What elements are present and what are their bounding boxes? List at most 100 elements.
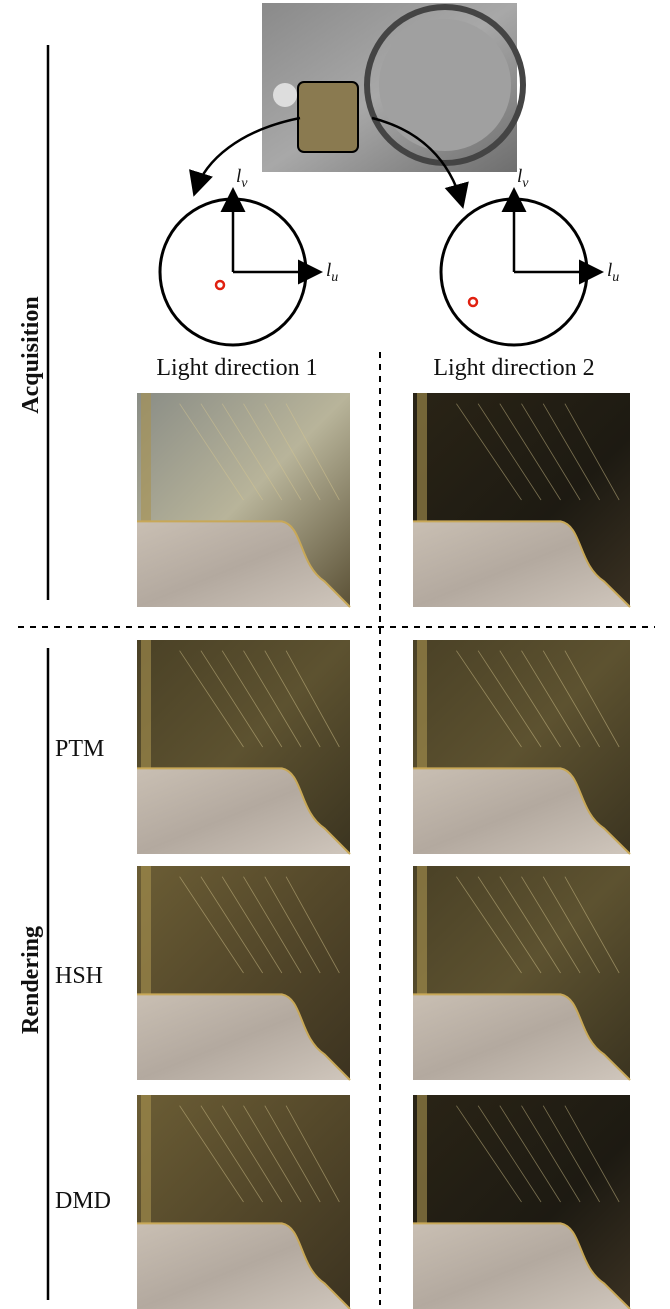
scratch: [564, 403, 620, 501]
scratch: [179, 403, 244, 501]
stone-edge: [413, 993, 631, 1081]
scratch: [542, 650, 600, 748]
scratch: [456, 876, 522, 974]
scratch: [542, 876, 600, 974]
scratch: [499, 650, 561, 748]
scratch: [179, 876, 244, 974]
axis-label: lv: [236, 166, 248, 191]
scratch: [243, 1105, 302, 1203]
edge: [417, 393, 427, 522]
image-panel: [413, 866, 631, 1081]
axis-symbol: l: [236, 166, 241, 187]
image-panel: [413, 1095, 631, 1309]
edge: [141, 393, 151, 522]
stone: [137, 994, 350, 1080]
scratch: [456, 403, 522, 501]
scratch: [456, 650, 522, 748]
scratch: [243, 876, 302, 974]
scratch: [477, 1105, 542, 1203]
scratch: [285, 403, 340, 501]
light-diagram: [158, 187, 323, 347]
scratch: [564, 876, 620, 974]
stone-edge: [137, 1222, 351, 1309]
scratch: [221, 876, 283, 974]
column-label: Light direction 1: [156, 355, 317, 381]
edge: [141, 640, 151, 769]
axis-label: lu: [326, 260, 338, 285]
image-panel: [413, 393, 631, 608]
scratch: [521, 403, 581, 501]
scratch: [285, 650, 340, 748]
stone-edge: [137, 993, 351, 1081]
stone: [137, 1223, 350, 1309]
scratch: [564, 1105, 620, 1203]
scratch: [499, 1105, 561, 1203]
light-diagram: [439, 187, 604, 347]
scratch: [200, 650, 264, 748]
edge: [417, 640, 427, 769]
stone: [413, 994, 630, 1080]
image-panel: [137, 1095, 351, 1309]
edge: [141, 1095, 151, 1224]
axis-label: lv: [517, 166, 529, 191]
image-panel: [137, 640, 351, 855]
edge: [141, 866, 151, 995]
scratch: [200, 876, 264, 974]
row-label: DMD: [55, 1188, 111, 1214]
stone: [137, 768, 350, 854]
scratch: [542, 403, 600, 501]
edge: [417, 866, 427, 995]
axis-symbol: l: [517, 166, 522, 187]
stone-edge: [137, 767, 351, 855]
scratch: [564, 650, 620, 748]
scratch: [285, 1105, 340, 1203]
image-panel: [137, 866, 351, 1081]
scratch: [542, 1105, 600, 1203]
scratch: [243, 403, 302, 501]
scratch: [264, 403, 321, 501]
stone-edge: [413, 1222, 631, 1309]
stone: [413, 521, 630, 607]
scratch: [264, 650, 321, 748]
axis-symbol: l: [326, 260, 331, 281]
scratch: [221, 1105, 283, 1203]
scratch: [499, 403, 561, 501]
section-label: Acquisition: [18, 296, 44, 413]
axis-subscript: u: [612, 270, 619, 285]
axis-subscript: u: [331, 270, 338, 285]
stone: [413, 1223, 630, 1309]
scratch: [521, 1105, 581, 1203]
image-panel: [137, 393, 351, 608]
stone-edge: [413, 767, 631, 855]
scratch: [243, 650, 302, 748]
row-label: PTM: [55, 736, 104, 762]
section-label: Rendering: [18, 926, 44, 1034]
scratch: [264, 876, 321, 974]
axis-label: lu: [607, 260, 619, 285]
scratch: [221, 650, 283, 748]
scratch: [499, 876, 561, 974]
arrow: [371, 116, 469, 209]
scratch: [521, 650, 581, 748]
column-label: Light direction 2: [433, 355, 594, 381]
row-label: HSH: [55, 963, 103, 989]
scratch: [264, 1105, 321, 1203]
scratch: [456, 1105, 522, 1203]
image-panel: [413, 640, 631, 855]
scratch: [221, 403, 283, 501]
axis-symbol: l: [607, 260, 612, 281]
scratch: [285, 876, 340, 974]
scratch: [521, 876, 581, 974]
edge: [417, 1095, 427, 1224]
axis-subscript: v: [241, 176, 248, 191]
arrow: [189, 116, 301, 197]
scratch: [477, 876, 542, 974]
scratch: [200, 1105, 264, 1203]
image-panels: [137, 393, 631, 1309]
stone: [413, 768, 630, 854]
scratch: [477, 650, 542, 748]
scratch: [200, 403, 264, 501]
stone-edge: [413, 520, 631, 608]
axis-subscript: v: [522, 176, 529, 191]
